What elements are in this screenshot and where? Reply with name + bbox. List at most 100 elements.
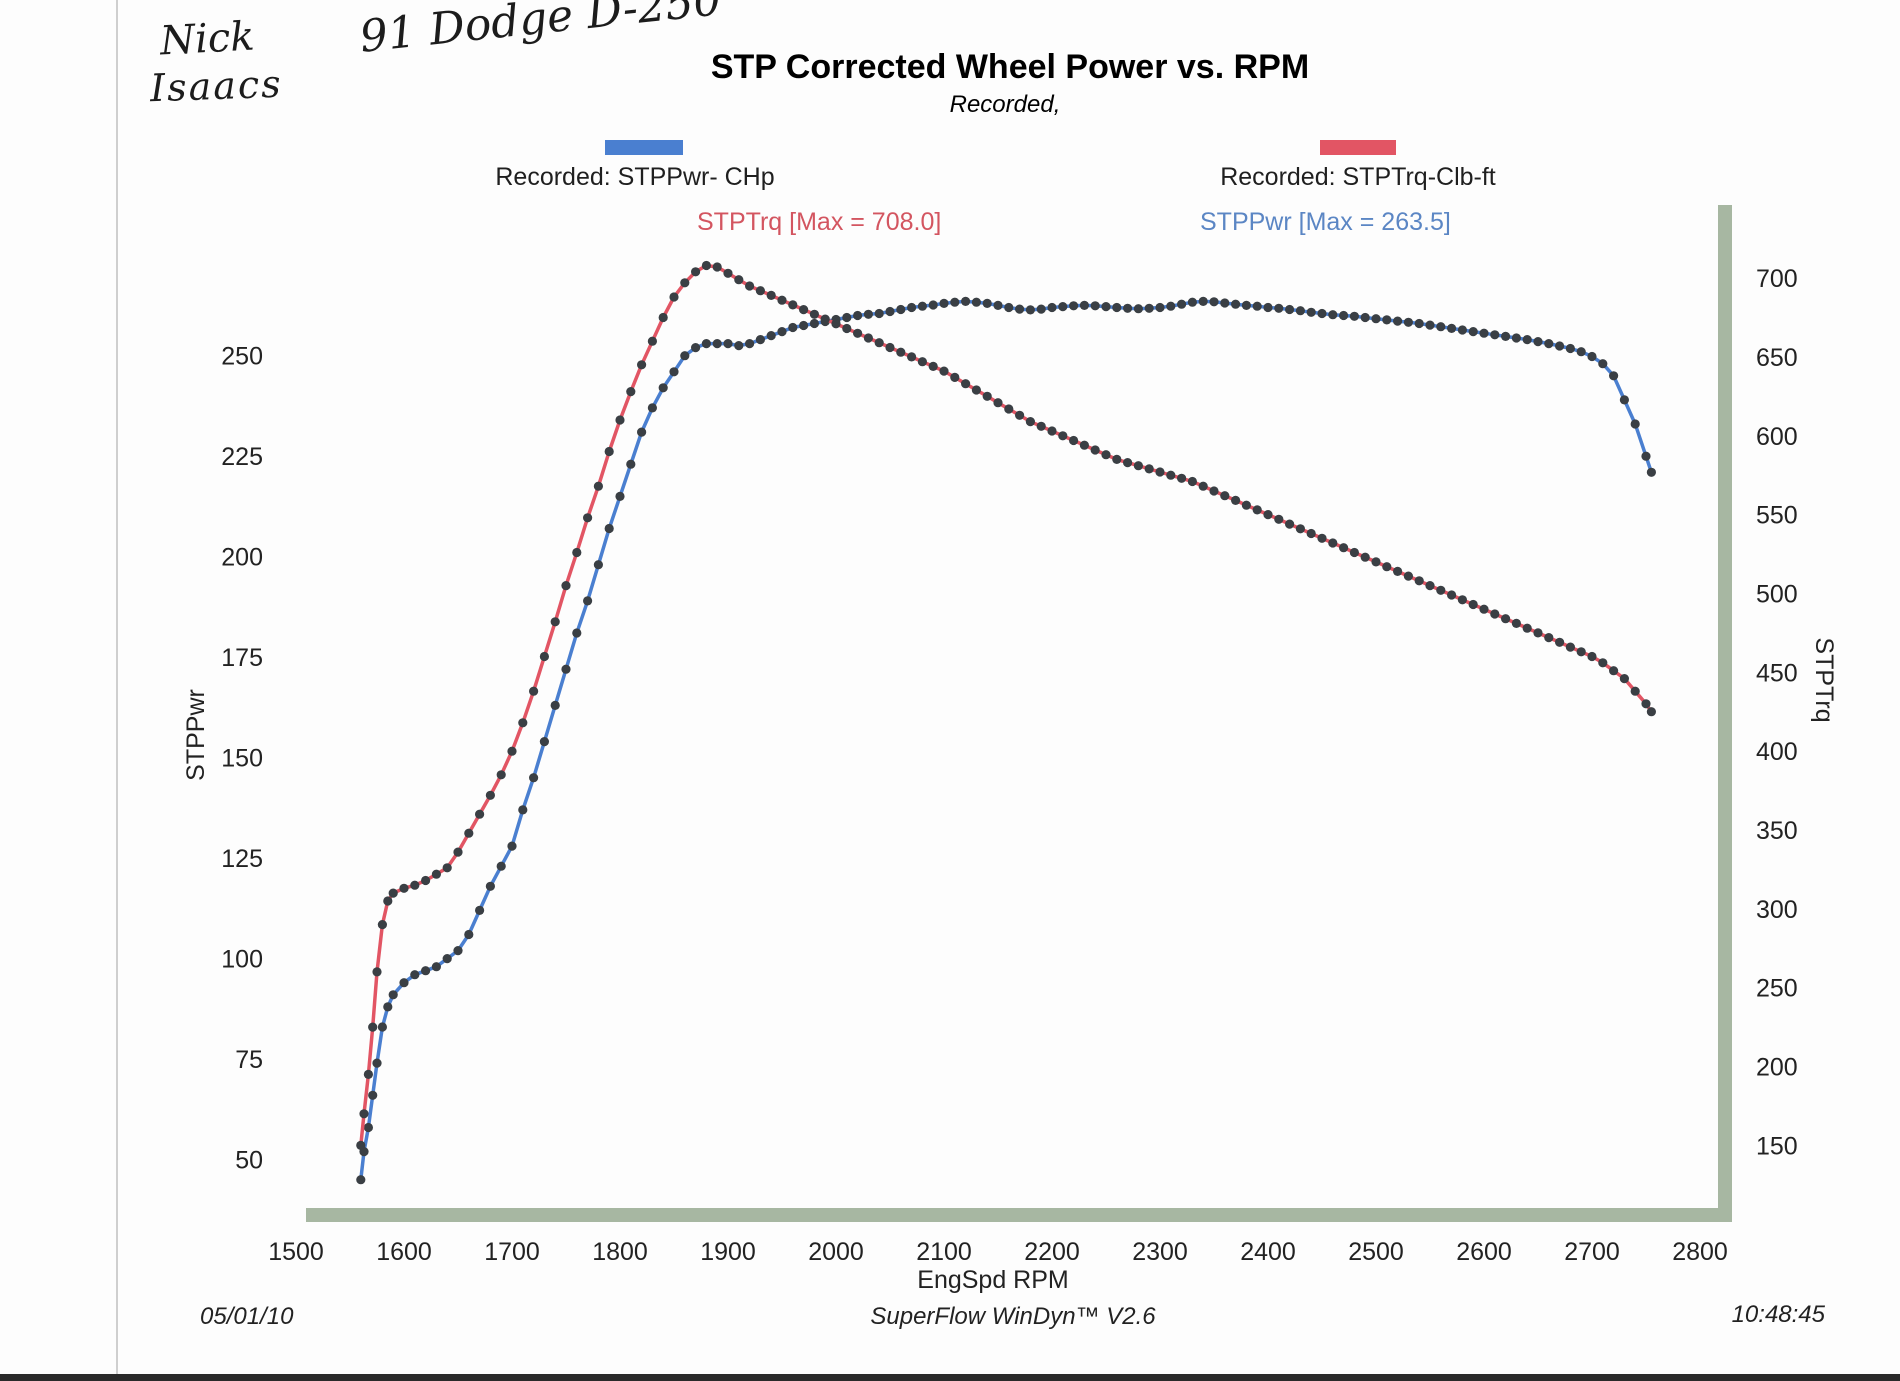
- data-point-stppwr: [734, 341, 744, 351]
- data-point-stppwr: [1414, 318, 1424, 329]
- data-point-stptrq: [647, 336, 658, 346]
- data-point-stptrq: [1646, 707, 1656, 717]
- data-point-stptrq: [464, 828, 474, 838]
- data-point-stptrq: [1382, 562, 1392, 572]
- data-point-stppwr: [1619, 395, 1629, 405]
- y-left-tick-label: 75: [235, 1046, 263, 1074]
- data-point-stppwr: [1090, 301, 1100, 311]
- data-point-stptrq: [1371, 557, 1381, 567]
- data-point-stppwr: [1371, 314, 1381, 324]
- data-point-stptrq: [809, 309, 820, 319]
- data-point-stptrq: [363, 1069, 373, 1079]
- data-point-stppwr: [1220, 298, 1230, 308]
- data-point-stppwr: [475, 905, 485, 916]
- y-right-tick-label: 450: [1756, 659, 1798, 687]
- data-point-stptrq: [755, 286, 766, 296]
- series-layer: [356, 260, 1656, 1185]
- chart-subtitle: Recorded,: [950, 91, 1061, 118]
- data-point-stppwr: [1522, 335, 1532, 345]
- data-point-stptrq: [939, 366, 949, 376]
- data-point-stptrq: [950, 372, 960, 382]
- data-point-stppwr: [356, 1175, 366, 1185]
- data-point-stptrq: [658, 312, 668, 323]
- x-tick-label: 2500: [1348, 1238, 1404, 1266]
- data-point-stppwr: [712, 339, 722, 349]
- data-point-stptrq: [701, 260, 712, 271]
- data-point-stptrq: [1274, 514, 1284, 524]
- data-point-stptrq: [1317, 533, 1327, 543]
- data-point-stppwr: [701, 339, 712, 349]
- data-point-stppwr: [680, 351, 690, 361]
- data-point-stppwr: [1058, 302, 1068, 312]
- x-tick-label: 2100: [916, 1238, 972, 1266]
- data-point-stppwr: [1123, 303, 1133, 313]
- data-point-stptrq: [1511, 618, 1521, 629]
- data-point-stppwr: [539, 737, 550, 747]
- data-point-stptrq: [1220, 491, 1230, 501]
- data-point-stptrq: [1609, 666, 1619, 676]
- data-point-stppwr: [583, 596, 593, 606]
- data-point-stppwr: [507, 841, 517, 851]
- y-right-tick-label: 550: [1756, 502, 1798, 530]
- x-tick-label: 1900: [700, 1238, 756, 1266]
- data-point-stptrq: [539, 651, 550, 662]
- data-point-stptrq: [1036, 421, 1046, 431]
- data-point-stppwr: [1306, 307, 1316, 317]
- y-left-axis-ticks: 50 75 100 125 150 175 200 225 250: [221, 343, 263, 1175]
- footer-time: 10:48:45: [1732, 1301, 1826, 1328]
- data-point-stptrq: [356, 1140, 366, 1150]
- data-point-stptrq: [1198, 481, 1208, 491]
- data-point-stptrq: [734, 275, 744, 285]
- data-point-stppwr: [1544, 339, 1554, 349]
- data-point-stppwr: [928, 300, 938, 310]
- legend-label-torque: Recorded: STPTrq-Clb-ft: [1220, 163, 1496, 191]
- y-right-tick-label: 650: [1756, 344, 1798, 372]
- data-point-stppwr: [982, 298, 992, 308]
- y-right-tick-label: 350: [1756, 817, 1798, 845]
- data-point-stppwr: [1565, 343, 1575, 354]
- data-point-stppwr: [1133, 304, 1143, 314]
- y-right-tick-label: 250: [1756, 975, 1798, 1003]
- data-point-stptrq: [1360, 552, 1370, 562]
- data-point-stppwr: [1555, 341, 1565, 351]
- data-point-stppwr: [1285, 304, 1295, 315]
- data-point-stppwr: [842, 312, 852, 323]
- y-left-tick-label: 250: [221, 343, 263, 371]
- data-point-stptrq: [475, 809, 485, 819]
- data-point-stptrq: [1144, 464, 1154, 474]
- series-stptrq: [356, 260, 1656, 1150]
- data-point-stptrq: [615, 415, 625, 425]
- data-point-stptrq: [1252, 505, 1262, 515]
- x-tick-label: 2400: [1240, 1238, 1296, 1266]
- data-point-stppwr: [863, 309, 874, 319]
- data-point-stptrq: [1285, 519, 1295, 529]
- data-point-stppwr: [755, 335, 766, 345]
- data-point-stptrq: [745, 281, 755, 291]
- data-point-stptrq: [874, 338, 884, 348]
- x-tick-label: 2800: [1672, 1238, 1728, 1266]
- data-point-stptrq: [669, 292, 679, 302]
- data-point-stppwr: [1490, 330, 1500, 340]
- data-point-stppwr: [669, 367, 679, 377]
- data-point-stppwr: [626, 459, 636, 469]
- data-point-stppwr: [874, 308, 884, 319]
- data-point-stppwr: [896, 304, 906, 315]
- data-point-stppwr: [485, 881, 495, 891]
- data-point-stptrq: [680, 278, 690, 288]
- y-left-tick-label: 175: [221, 644, 263, 672]
- x-axis-ticks: 1500 1600 1700 1800 1900 2000 2100 2200 2300 2400…: [268, 1238, 1728, 1266]
- data-point-stppwr: [1630, 419, 1640, 429]
- x-tick-label: 2000: [808, 1238, 864, 1266]
- x-tick-label: 1600: [376, 1238, 432, 1266]
- y-left-tick-label: 150: [221, 745, 263, 773]
- data-point-stptrq: [1241, 500, 1251, 510]
- data-point-stptrq: [1058, 431, 1068, 441]
- data-point-stptrq: [431, 869, 441, 879]
- data-point-stptrq: [529, 686, 539, 696]
- data-point-stptrq: [1436, 585, 1446, 595]
- data-point-stppwr: [1501, 331, 1511, 341]
- data-point-stppwr: [1382, 315, 1392, 325]
- data-point-stppwr: [1274, 303, 1284, 313]
- data-point-stppwr: [1317, 308, 1327, 319]
- data-point-stppwr: [442, 954, 452, 964]
